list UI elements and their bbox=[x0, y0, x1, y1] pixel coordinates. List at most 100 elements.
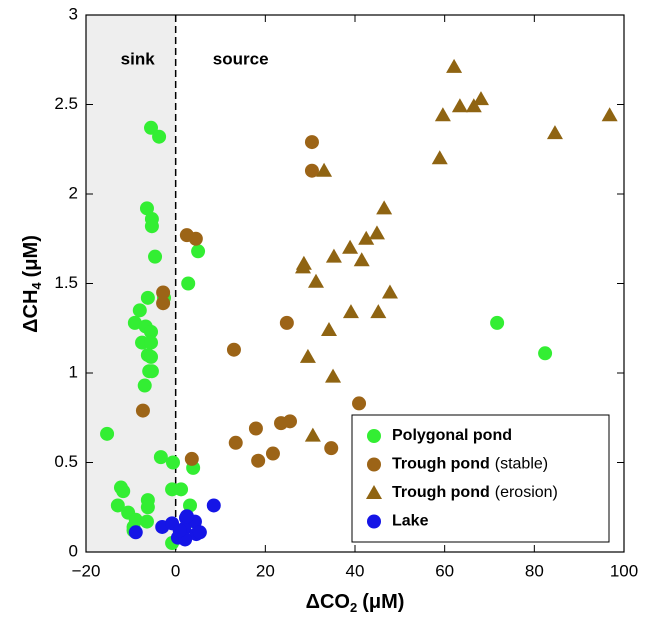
legend-name: Lake bbox=[392, 513, 429, 530]
marker-circle bbox=[228, 435, 243, 450]
marker-triangle bbox=[431, 150, 448, 165]
marker-triangle bbox=[434, 107, 451, 122]
marker-triangle bbox=[342, 239, 359, 254]
marker-triangle bbox=[304, 427, 321, 442]
marker-triangle bbox=[381, 284, 398, 299]
marker-circle bbox=[116, 484, 131, 499]
marker-triangle bbox=[368, 225, 385, 240]
label-sub: 4 bbox=[29, 282, 44, 290]
legend-suffix: (stable) bbox=[495, 456, 548, 473]
x-tick-label: 60 bbox=[435, 561, 454, 580]
marker-triangle bbox=[601, 107, 618, 122]
label-main: ΔCH bbox=[20, 290, 42, 333]
marker-circle bbox=[156, 285, 171, 300]
marker-triangle bbox=[320, 322, 337, 337]
marker-circle bbox=[226, 342, 241, 357]
sink-region bbox=[86, 15, 176, 552]
marker-circle bbox=[172, 523, 187, 538]
marker-circle bbox=[367, 457, 381, 472]
marker-triangle bbox=[446, 58, 463, 73]
y-tick-label: 0.5 bbox=[54, 452, 78, 471]
marker-triangle bbox=[316, 162, 333, 177]
x-tick-label: 0 bbox=[171, 561, 180, 580]
marker-circle bbox=[140, 290, 155, 305]
annotation: source bbox=[213, 49, 269, 68]
marker-circle bbox=[144, 364, 159, 379]
marker-triangle bbox=[546, 125, 563, 140]
legend-entry: Lake bbox=[392, 513, 429, 530]
marker-triangle bbox=[294, 259, 311, 274]
marker-circle bbox=[181, 276, 196, 291]
marker-circle bbox=[206, 498, 221, 513]
label-main: ΔCO bbox=[306, 591, 350, 613]
marker-circle bbox=[139, 514, 154, 529]
marker-circle bbox=[100, 426, 115, 441]
marker-circle bbox=[132, 303, 147, 318]
marker-circle bbox=[183, 498, 198, 513]
marker-triangle bbox=[342, 304, 359, 319]
marker-triangle bbox=[366, 485, 382, 499]
marker-circle bbox=[367, 429, 381, 443]
marker-triangle bbox=[325, 248, 342, 263]
marker-circle bbox=[538, 346, 553, 361]
marker-circle bbox=[184, 451, 199, 466]
marker-triangle bbox=[299, 348, 316, 363]
y-tick-label: 1.5 bbox=[54, 273, 78, 292]
y-label: ΔCH4 (μM) bbox=[20, 235, 44, 333]
marker-circle bbox=[144, 335, 159, 350]
marker-triangle bbox=[472, 91, 489, 106]
legend-entry: Trough pond (erosion) bbox=[392, 484, 558, 501]
x-tick-label: 100 bbox=[610, 561, 638, 580]
marker-triangle bbox=[465, 98, 482, 113]
marker-circle bbox=[135, 403, 150, 418]
x-label: ΔCO2 (μM) bbox=[306, 591, 405, 615]
marker-circle bbox=[127, 315, 142, 330]
legend-name: Polygonal pond bbox=[392, 427, 512, 444]
marker-circle bbox=[128, 525, 143, 540]
marker-circle bbox=[179, 509, 194, 524]
marker-circle bbox=[279, 315, 294, 330]
marker-circle bbox=[304, 135, 319, 150]
y-tick-label: 0 bbox=[69, 541, 78, 560]
marker-circle bbox=[140, 500, 155, 515]
marker-triangle bbox=[325, 368, 342, 383]
legend-suffix: (erosion) bbox=[495, 484, 558, 501]
plot-frame bbox=[85, 14, 625, 553]
marker-circle bbox=[144, 219, 159, 234]
x-tick-label: 20 bbox=[256, 561, 275, 580]
marker-circle bbox=[153, 450, 168, 465]
x-tick-label: −20 bbox=[72, 561, 101, 580]
marker-circle bbox=[192, 525, 207, 540]
marker-triangle bbox=[358, 230, 375, 245]
y-tick-label: 1 bbox=[69, 362, 78, 381]
marker-circle bbox=[352, 396, 367, 411]
marker-circle bbox=[251, 453, 266, 468]
marker-triangle bbox=[307, 273, 324, 288]
marker-circle bbox=[156, 296, 171, 311]
legend-name: Trough pond bbox=[392, 484, 490, 501]
label-unit: (μM) bbox=[20, 235, 42, 277]
y-tick-label: 2 bbox=[69, 183, 78, 202]
marker-triangle bbox=[353, 252, 370, 267]
marker-triangle bbox=[370, 304, 387, 319]
marker-circle bbox=[304, 163, 319, 178]
marker-triangle bbox=[451, 98, 468, 113]
x-tick-label: 40 bbox=[346, 561, 365, 580]
y-tick-label: 3 bbox=[69, 4, 78, 23]
marker-circle bbox=[165, 455, 180, 470]
marker-circle bbox=[265, 446, 280, 461]
legend-name: Trough pond bbox=[392, 456, 490, 473]
legend-box bbox=[351, 414, 610, 543]
label-unit: (μM) bbox=[362, 591, 404, 613]
legend-entry: Trough pond (stable) bbox=[392, 456, 548, 473]
marker-circle bbox=[110, 498, 125, 513]
marker-circle bbox=[191, 244, 206, 259]
legend-entry: Polygonal pond bbox=[392, 427, 512, 444]
x-tick-label: 80 bbox=[525, 561, 544, 580]
marker-circle bbox=[144, 324, 159, 339]
marker-circle bbox=[367, 514, 381, 529]
marker-circle bbox=[324, 441, 339, 456]
marker-circle bbox=[174, 482, 189, 497]
marker-circle bbox=[144, 120, 159, 135]
marker-circle bbox=[148, 249, 163, 264]
